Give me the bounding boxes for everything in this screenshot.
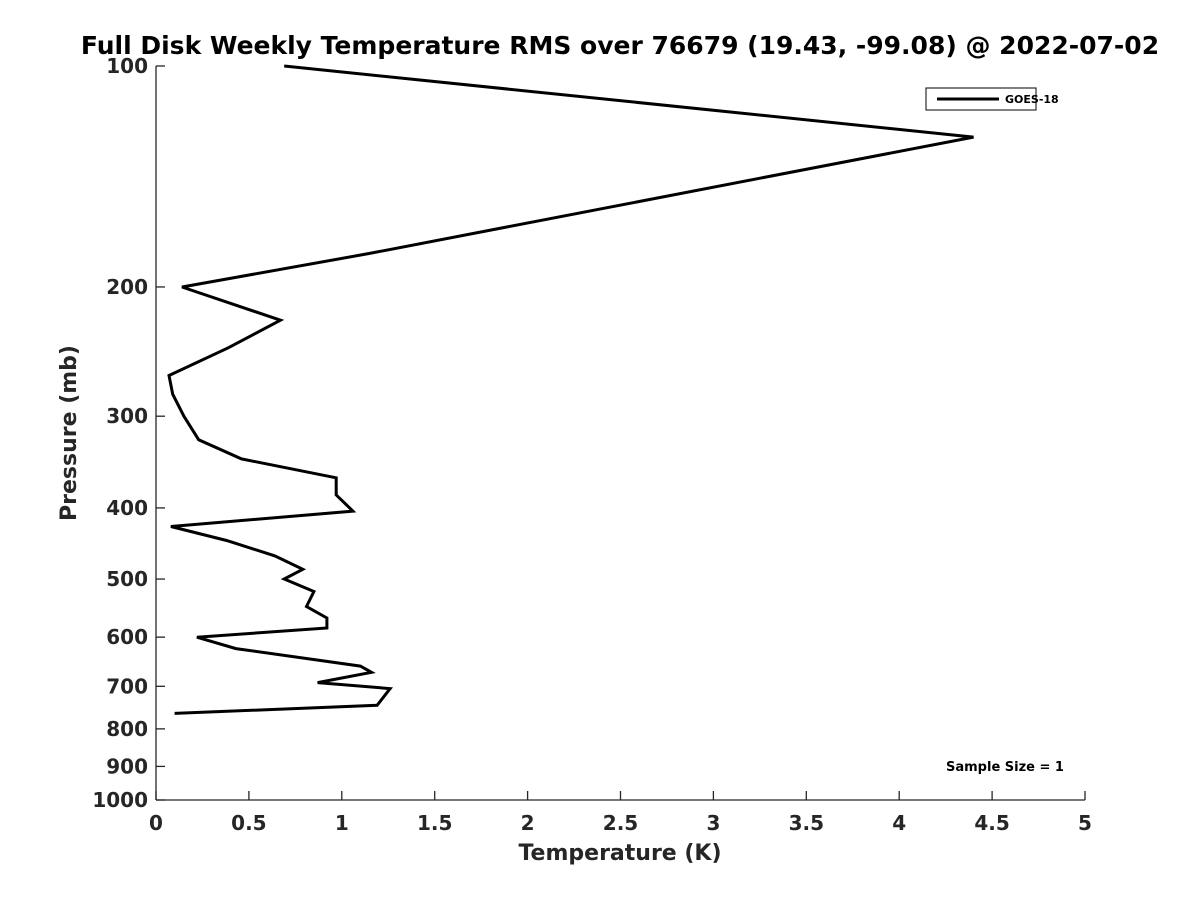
chart-title: Full Disk Weekly Temperature RMS over 76…: [81, 31, 1159, 60]
y-tick-label: 200: [106, 275, 148, 299]
x-tick-label: 5: [1078, 811, 1092, 835]
x-tick-label: 4.5: [974, 811, 1009, 835]
y-tick-label: 600: [106, 625, 148, 649]
plot-area: [167, 64, 974, 715]
x-tick-label: 1: [335, 811, 349, 835]
legend-entry-goes-18: GOES-18: [1005, 93, 1059, 106]
series-line-goes-18: [167, 64, 974, 715]
y-tick-label: 700: [106, 674, 148, 698]
x-tick-label: 2.5: [603, 811, 638, 835]
x-tick-label: 1.5: [417, 811, 452, 835]
y-tick-label: 400: [106, 496, 148, 520]
legend: GOES-18: [925, 87, 1059, 111]
x-tick-label: 2: [521, 811, 535, 835]
x-tick-label: 0.5: [231, 811, 266, 835]
y-axis-label: Pressure (mb): [57, 345, 82, 521]
x-tick-label: 0: [149, 811, 163, 835]
y-tick-label: 500: [106, 567, 148, 591]
x-tick-label: 4: [892, 811, 906, 835]
y-tick-label: 1000: [92, 788, 148, 812]
axes: 0 0.5 1 1.5 2 2.5 3 3.5 4 4.5 5 100 200 300 400 500 600 7…: [92, 54, 1092, 835]
y-tick-label: 900: [106, 754, 148, 778]
sample-size-annotation: Sample Size = 1: [946, 760, 1064, 775]
y-tick-label: 800: [106, 717, 148, 741]
x-tick-label: 3.5: [789, 811, 824, 835]
x-tick-label: 3: [706, 811, 720, 835]
y-tick-label: 300: [106, 404, 148, 428]
y-tick-label: 100: [106, 54, 148, 78]
x-axis-label: Temperature (K): [518, 841, 721, 866]
